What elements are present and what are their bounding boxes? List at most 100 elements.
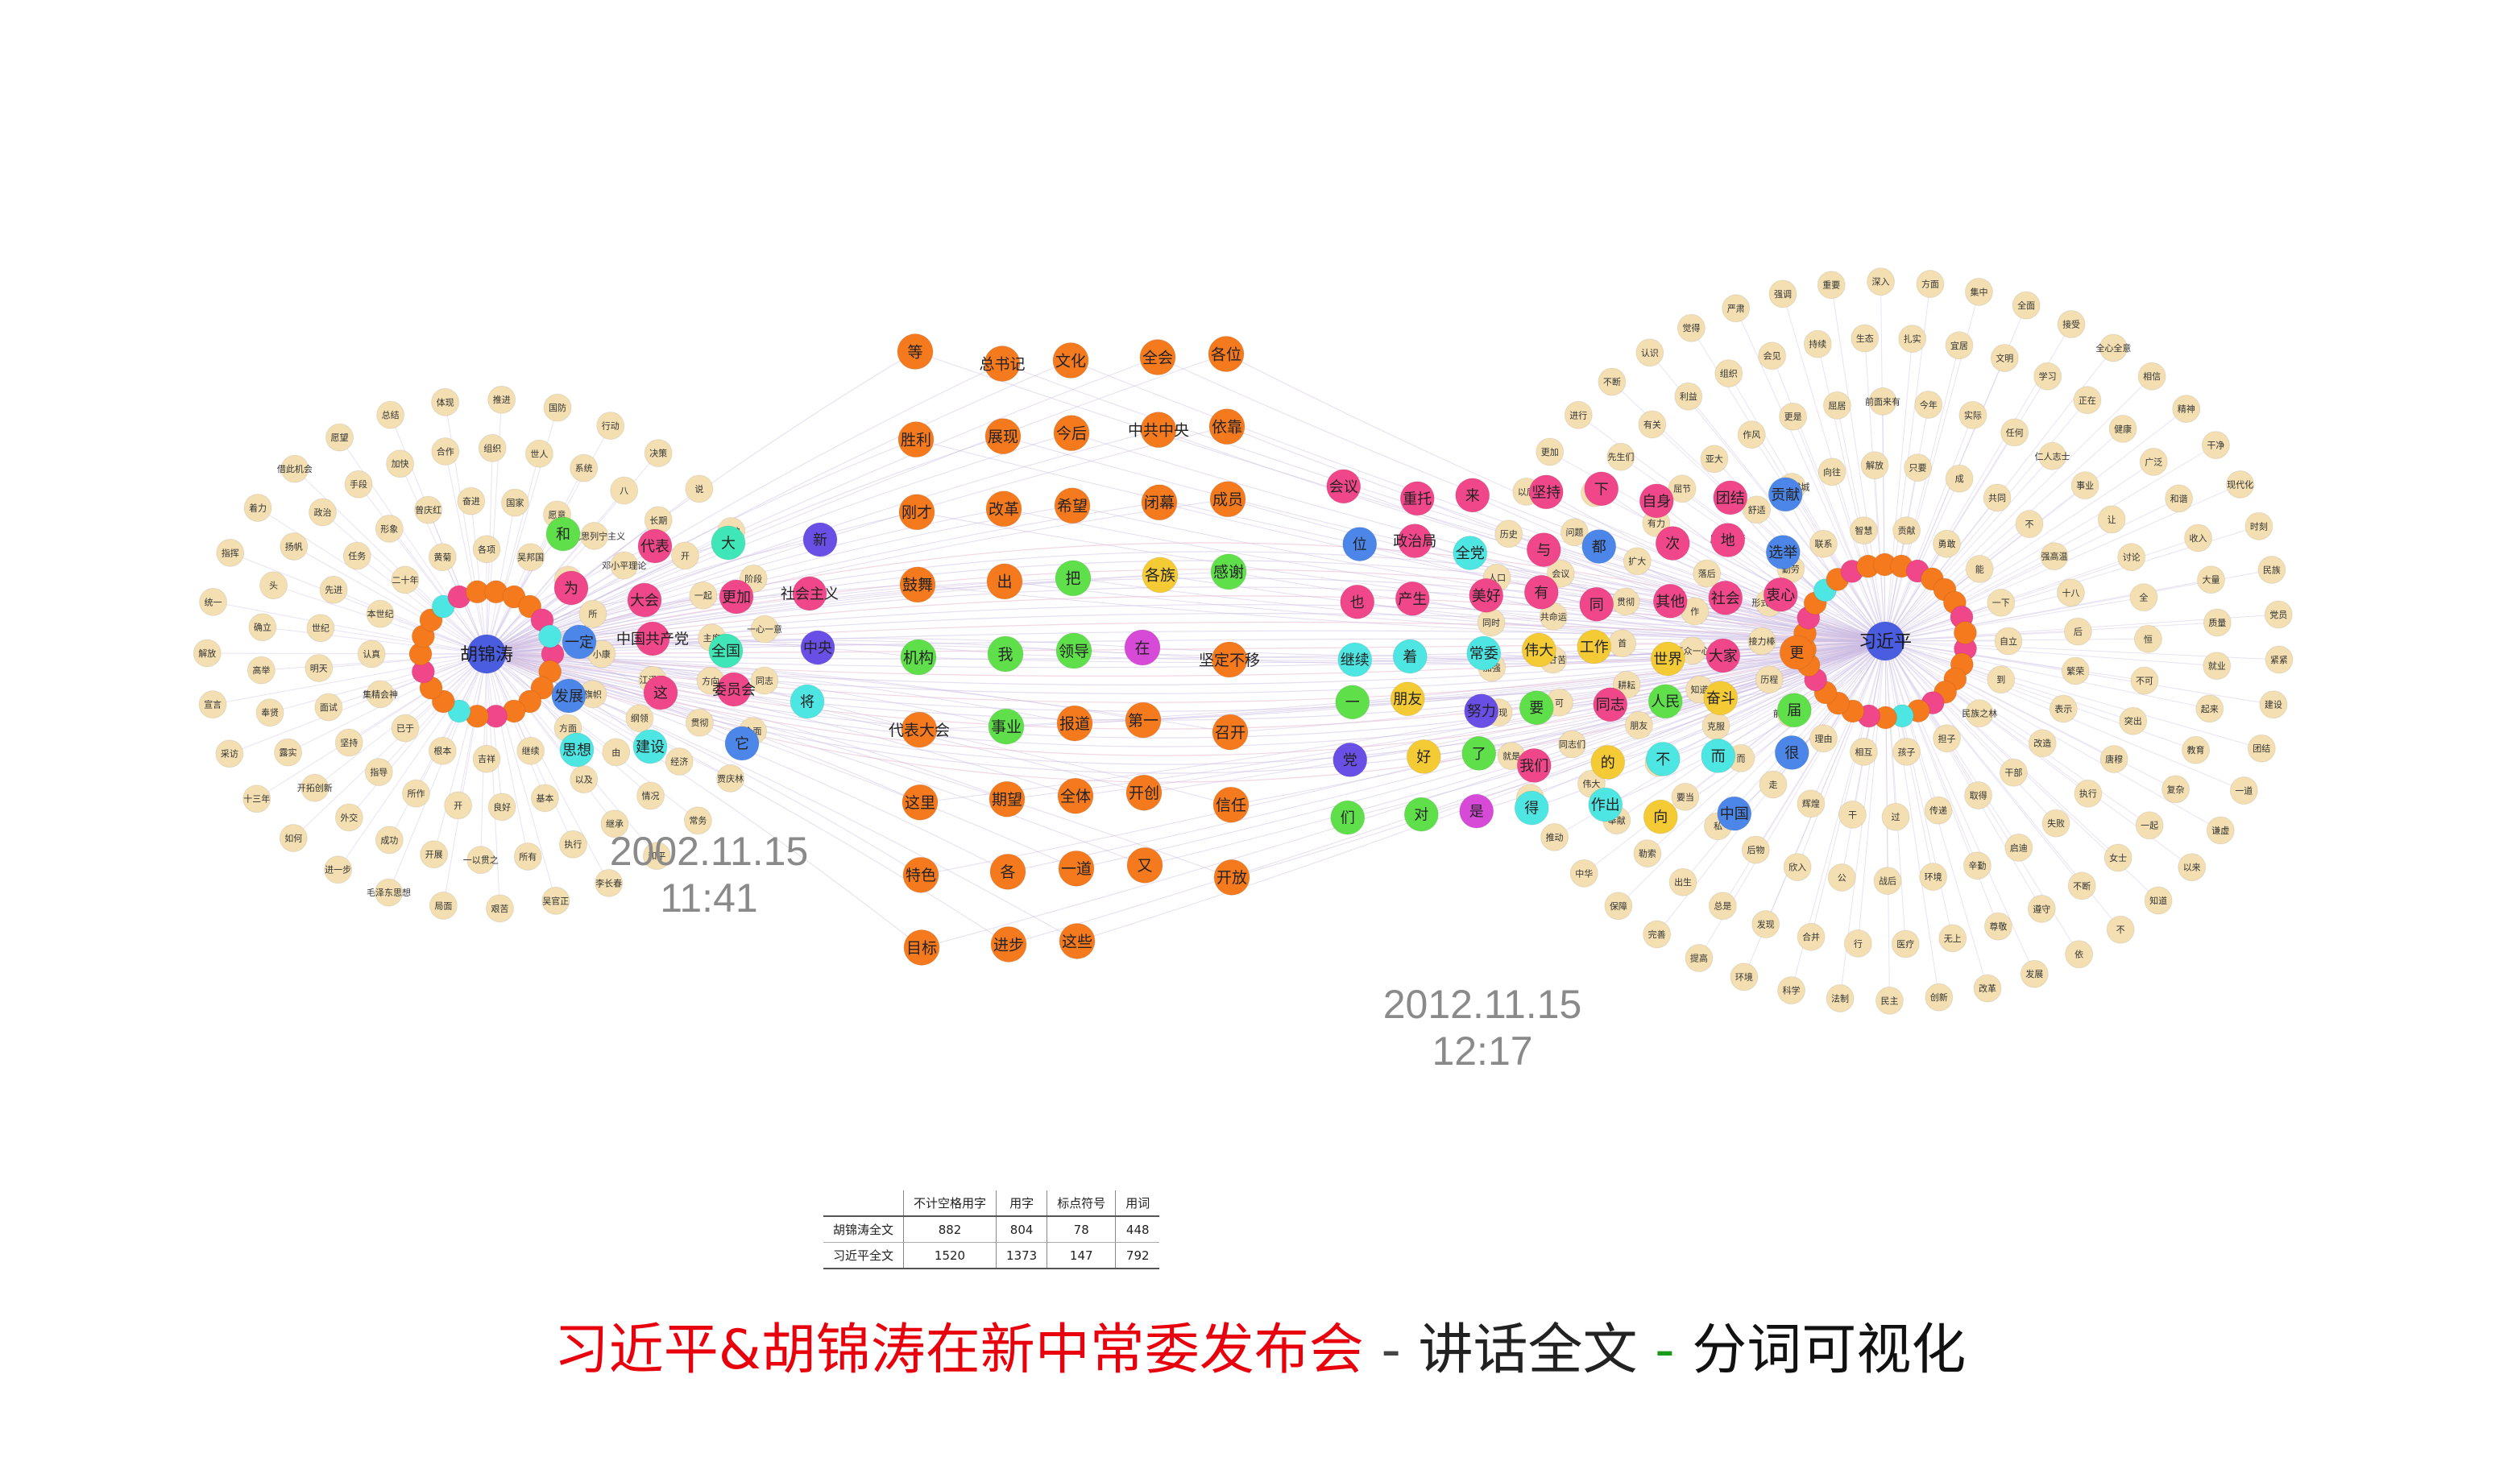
peripheral-word-node: 贾庆林 (716, 764, 745, 793)
peripheral-word-node: 后 (2063, 617, 2092, 646)
cluster-word-node-circle (1459, 793, 1494, 829)
peripheral-word-node-label: 基本 (536, 793, 553, 804)
cluster-word-node-circle (562, 624, 597, 660)
peripheral-word-node: 科学 (1777, 976, 1806, 1005)
peripheral-word-node-circle (306, 614, 335, 643)
peripheral-word-node-circle (280, 532, 309, 561)
peripheral-word-node-label: 头 (269, 581, 278, 591)
peripheral-word-node: 会议 (1546, 559, 1575, 588)
cluster-word-node-label: 建设 (636, 739, 665, 755)
network-edge (486, 653, 1077, 869)
peripheral-word-node-circle (2067, 871, 2096, 900)
peripheral-word-node-label: 建设 (2265, 699, 2282, 710)
cluster-word-node-label: 位 (1353, 536, 1367, 553)
network-edge (318, 653, 487, 668)
peripheral-word-node-label: 克服 (1707, 721, 1725, 731)
hub-satellite-node-circle (1953, 621, 1977, 645)
peripheral-word-node-circle (2144, 886, 2173, 915)
network-edge (1478, 640, 1886, 754)
peripheral-word-node: 出生 (1668, 867, 1697, 896)
cluster-word-node-label: 一 (1345, 694, 1360, 711)
peripheral-word-node-circle (516, 736, 545, 765)
cluster-word-node-circle (900, 639, 937, 676)
peripheral-word-node-label: 合并 (1802, 931, 1820, 942)
peripheral-word-node-circle (1860, 451, 1889, 480)
peripheral-word-node: 集精会神 (363, 680, 398, 709)
network-edge (445, 402, 487, 655)
hub-node-hu: 胡锦涛 (460, 634, 513, 674)
cluster-word-node-circle (1710, 523, 1746, 558)
peripheral-word-node-label: 局面 (434, 900, 452, 911)
peripheral-word-node: 所有 (513, 842, 542, 871)
peripheral-word-node-circle (357, 640, 386, 668)
peripheral-word-node-circle (2004, 833, 2033, 862)
network-edge (486, 408, 558, 655)
peripheral-word-node-label: 相互 (1855, 747, 1872, 757)
cluster-word-node-circle (637, 528, 673, 564)
peripheral-word-node: 组织 (478, 433, 507, 462)
peripheral-word-node-label: 露实 (280, 747, 297, 758)
network-edge (1002, 436, 1886, 642)
cluster-word-node: 大会 (627, 582, 662, 618)
hub-satellite-node-circle (538, 624, 562, 648)
peripheral-word-node-circle (1606, 442, 1635, 471)
network-edge (339, 437, 487, 655)
cluster-word-node: 更加 (719, 579, 754, 615)
peripheral-word-node-label: 方面 (559, 722, 577, 734)
network-edge (1817, 344, 1886, 642)
network-edge (328, 653, 487, 708)
peripheral-word-node: 合作 (431, 437, 460, 466)
network-edge (1728, 373, 1886, 642)
cluster-word-node: 在 (1124, 629, 1161, 666)
cluster-word-node-label: 全体 (1060, 788, 1091, 805)
peripheral-word-node: 同时 (1477, 608, 1506, 637)
network-edge (1652, 424, 1886, 642)
peripheral-word-node-circle (1964, 277, 1993, 306)
cluster-word-node-label: 这里 (905, 794, 935, 812)
peripheral-word-node-label: 吴邦国 (517, 553, 544, 563)
cluster-word-node-label: 总书记 (979, 355, 1025, 373)
cluster-word-node-circle (901, 784, 939, 821)
cluster-word-node: 会议 (1326, 469, 1362, 504)
cluster-word-node: 闭幕 (1141, 484, 1178, 521)
peripheral-word-node-label: 繁荣 (2066, 665, 2084, 677)
peripheral-word-node: 不 (2015, 510, 2044, 539)
cluster-word-node-label: 各族 (1145, 567, 1175, 585)
peripheral-word-node-circle (2038, 441, 2067, 470)
network-edge (486, 653, 615, 825)
peripheral-word-node-circle (2000, 418, 2029, 447)
cluster-word-node-circle (1643, 799, 1678, 834)
peripheral-word-node: 以及 (570, 765, 599, 794)
peripheral-word-node-circle (274, 738, 303, 767)
peripheral-word-node: 和平 (642, 842, 671, 871)
cluster-word-node: 位 (1342, 527, 1378, 562)
peripheral-word-node: 保障 (1604, 892, 1633, 921)
peripheral-word-node: 到 (1987, 665, 2016, 694)
cluster-word-node-circle (1392, 639, 1428, 674)
peripheral-word-node-circle (300, 773, 330, 802)
peripheral-word-node-circle (1925, 983, 1954, 1012)
peripheral-word-node-label: 复杂 (2167, 784, 2185, 795)
network-edge (1864, 338, 1886, 642)
cluster-word-node-circle (898, 494, 935, 531)
cluster-word-node-label: 把 (1065, 570, 1080, 588)
network-edge (1884, 640, 1888, 881)
cluster-word-node-label: 新 (813, 532, 827, 548)
cluster-word-node-circle (1464, 693, 1499, 729)
peripheral-word-node: 历史 (1494, 519, 1523, 548)
cluster-word-node: 开创 (1125, 774, 1163, 811)
cluster-word-node-label: 社会 (1711, 590, 1740, 607)
cluster-word-node-label: 等 (907, 343, 922, 361)
peripheral-word-node-circle (600, 809, 629, 838)
network-edge (1884, 640, 2043, 744)
peripheral-word-node: 统一 (199, 587, 228, 616)
peripheral-word-node-circle (683, 806, 712, 835)
peripheral-word-node-label: 借此机会 (277, 463, 313, 474)
peripheral-word-node: 李长春 (595, 868, 624, 897)
cluster-word-node: 下 (1584, 471, 1619, 507)
peripheral-word-node-circle (2165, 484, 2194, 513)
peripheral-word-node: 一道 (2229, 776, 2258, 805)
peripheral-word-node: 所 (578, 599, 607, 628)
stats-cell: 147 (1047, 1242, 1116, 1269)
